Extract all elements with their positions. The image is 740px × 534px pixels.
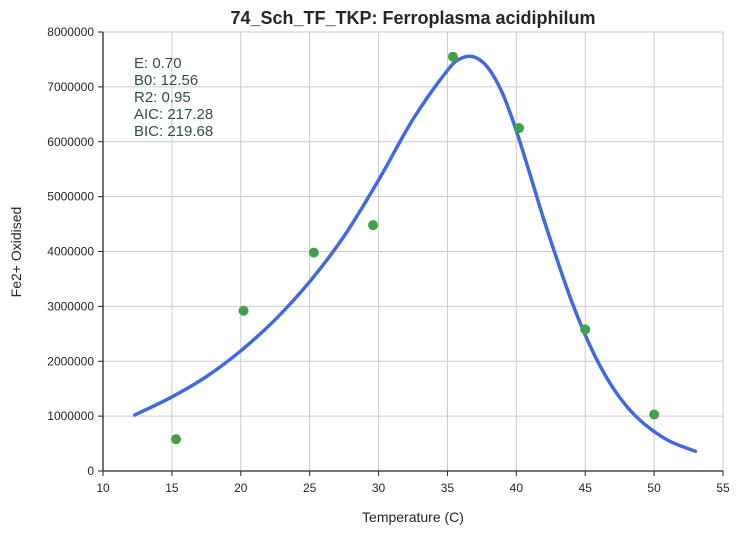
y-tick-label: 2000000	[47, 354, 94, 368]
data-point	[580, 324, 591, 335]
x-tick-label: 20	[234, 481, 248, 495]
y-tick-label: 3000000	[47, 299, 94, 313]
stat-line: E: 0.70	[134, 55, 182, 72]
y-tick-label: 8000000	[47, 25, 94, 39]
y-tick-label: 4000000	[47, 245, 94, 259]
y-tick-label: 5000000	[47, 190, 94, 204]
data-point	[171, 434, 182, 445]
y-tick-labels: 0 1000000 2000000 3000000 4000000 5000000 6000…	[47, 25, 103, 478]
x-tick-label: 55	[716, 481, 730, 495]
x-axis-label: Temperature (C)	[362, 509, 464, 525]
grid-lines	[103, 31, 724, 471]
data-point	[368, 220, 379, 231]
y-tick-label: 1000000	[47, 409, 94, 423]
data-point	[238, 305, 249, 316]
data-point	[649, 409, 660, 420]
fit-curve-group	[132, 54, 698, 453]
chart-title: 74_Sch_TF_TKP: Ferroplasma acidiphilum	[230, 8, 595, 28]
data-point	[447, 51, 458, 62]
stat-line: R2: 0.95	[134, 89, 191, 106]
x-tick-label: 25	[303, 481, 317, 495]
y-tick-label: 6000000	[47, 135, 94, 149]
data-point	[308, 247, 319, 258]
x-tick-label: 45	[579, 481, 593, 495]
stat-line: AIC: 217.28	[134, 106, 213, 123]
x-tick-label: 15	[165, 481, 179, 495]
x-tick-label: 30	[372, 481, 386, 495]
x-tick-label: 50	[647, 481, 661, 495]
y-tick-label: 7000000	[47, 80, 94, 94]
fit-curve-line	[132, 54, 698, 453]
stat-line: BIC: 219.68	[134, 123, 213, 140]
x-tick-label: 10	[96, 481, 110, 495]
stat-line: B0: 12.56	[134, 72, 198, 89]
data-points	[171, 51, 660, 445]
y-tick-label: 0	[87, 464, 94, 478]
y-axis-label: Fe2+ Oxidised	[8, 207, 24, 298]
x-tick-label: 40	[510, 481, 524, 495]
x-tick-labels: 10 15 20 25 30 35 40 45 50 55	[96, 471, 730, 495]
data-point	[514, 123, 525, 134]
x-tick-label: 35	[441, 481, 455, 495]
